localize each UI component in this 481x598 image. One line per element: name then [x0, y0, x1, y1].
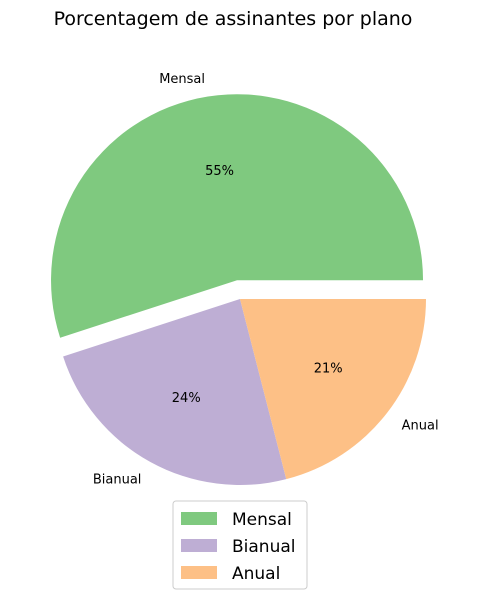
legend-label-anual: Anual	[232, 564, 280, 584]
slice-percent-mensal: 55%	[205, 164, 234, 179]
slice-label-bianual: Bianual	[93, 472, 142, 487]
slice-label-anual: Anual	[402, 418, 439, 433]
legend-label-mensal: Mensal	[232, 510, 292, 530]
slice-percent-anual: 21%	[314, 361, 343, 376]
legend: Mensal Bianual Anual	[172, 500, 308, 590]
legend-swatch-bianual	[181, 539, 217, 552]
pie-slice-bianual	[63, 299, 287, 485]
legend-swatch-mensal	[181, 512, 217, 525]
pie-slice-anual	[240, 299, 426, 480]
pie-slice-mensal	[51, 94, 424, 338]
slice-percent-bianual: 24%	[172, 391, 201, 406]
legend-label-bianual: Bianual	[232, 537, 296, 557]
chart-title: Porcentagem de assinantes por plano	[54, 8, 413, 30]
legend-swatch-anual	[181, 566, 217, 579]
slice-label-mensal: Mensal	[159, 72, 205, 87]
